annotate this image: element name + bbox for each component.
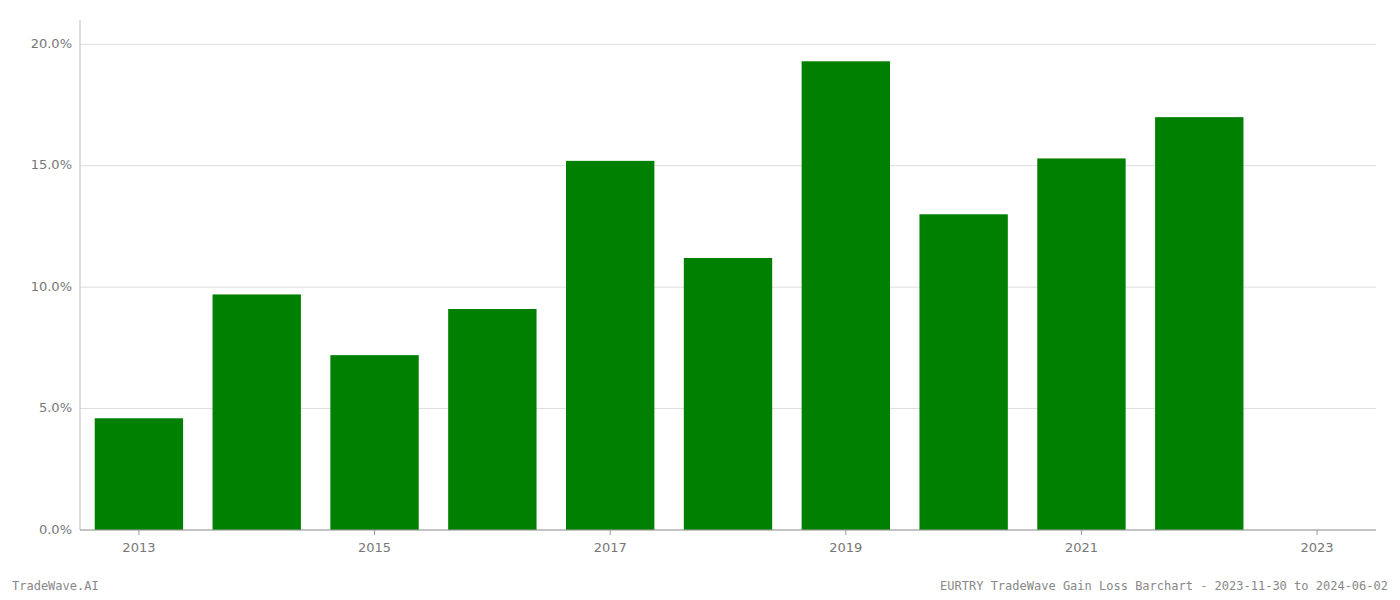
- bar: [1155, 117, 1243, 530]
- x-tick: [374, 530, 375, 535]
- footer-right: EURTRY TradeWave Gain Loss Barchart - 20…: [940, 579, 1388, 593]
- bar: [566, 161, 654, 530]
- x-tick: [138, 530, 139, 535]
- grid-line: [80, 44, 1376, 45]
- x-tick: [1317, 530, 1318, 535]
- bar: [1037, 158, 1125, 530]
- bar: [95, 418, 183, 530]
- y-tick-label: 5.0%: [39, 400, 72, 415]
- footer-left: TradeWave.AI: [12, 579, 99, 593]
- bar: [448, 309, 536, 530]
- x-tick-label: 2023: [1301, 540, 1334, 555]
- page: {"chart_data": {"type": "bar", "x": [201…: [0, 0, 1400, 600]
- x-tick-label: 2013: [122, 540, 155, 555]
- bar: [330, 355, 418, 530]
- y-tick-label: 20.0%: [31, 36, 72, 51]
- footers: TradeWave.AI EURTRY TradeWave Gain Loss B…: [12, 579, 1388, 593]
- y-tick-label: 15.0%: [31, 157, 72, 172]
- x-tick: [610, 530, 611, 535]
- bars: [95, 61, 1244, 530]
- y-tick-label: 0.0%: [39, 522, 72, 537]
- x-tick-label: 2019: [829, 540, 862, 555]
- x-axis-line: [80, 530, 1376, 531]
- x-tick-label: 2021: [1065, 540, 1098, 555]
- bar: [919, 214, 1007, 530]
- bar: [684, 258, 772, 530]
- x-tick: [845, 530, 846, 535]
- bar: [213, 294, 301, 530]
- x-tick: [1081, 530, 1082, 535]
- x-tick-label: 2017: [594, 540, 627, 555]
- grid-line: [80, 530, 1376, 531]
- x-axis: 2013 2015 2017 2019 2021 2023: [80, 530, 1376, 555]
- y-axis: 0.0% 5.0% 10.0% 15.0% 20.0%: [31, 20, 80, 537]
- chart: 0.0%5.0%10.0%15.0%20.0%20132015201720192…: [0, 0, 1400, 600]
- grid: [80, 44, 1376, 530]
- x-tick-label: 2015: [358, 540, 391, 555]
- bar: [802, 61, 890, 530]
- y-axis-line: [80, 20, 81, 530]
- y-tick-label: 10.0%: [31, 279, 72, 294]
